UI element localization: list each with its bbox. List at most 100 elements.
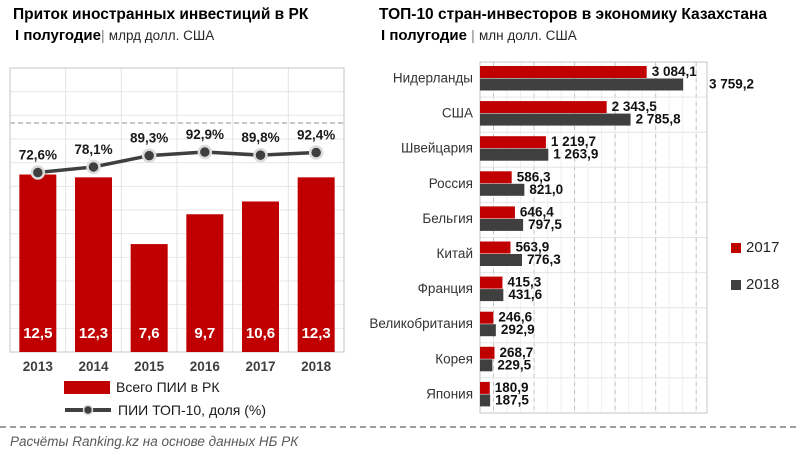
x-axis-tick-label: 2016: [190, 359, 221, 374]
country-label: Китай: [437, 246, 474, 261]
right-chart-title: ТОП-10 стран-инвесторов в экономику Каза…: [379, 6, 768, 23]
line-marker: [253, 147, 268, 163]
bar-value-label: 7,6: [139, 325, 160, 342]
right-subtitle-separator: |: [471, 27, 475, 43]
legend-label: Всего ПИИ в РК: [116, 379, 220, 395]
left-plot-grid: [9, 67, 345, 353]
bar-value-label: 229,5: [497, 357, 531, 372]
bar-2017-Россия: [480, 171, 512, 184]
bar-value-label: 12,5: [23, 325, 52, 342]
red-square-swatch-icon: [731, 242, 741, 253]
x-axis-tick-label: 2014: [78, 359, 109, 374]
line-marker: [308, 145, 324, 160]
bar-value-label: 1 263,9: [553, 147, 598, 162]
bar-value-label: 292,9: [501, 322, 535, 337]
bar-value-label: 12,3: [79, 325, 108, 342]
country-label: Япония: [426, 386, 473, 401]
line-point-label: 89,8%: [241, 130, 279, 145]
bar-2013: [19, 174, 57, 352]
left-plot-border: [9, 67, 345, 353]
bar-2018: [297, 177, 335, 352]
line-point-label: 92,9%: [186, 127, 224, 142]
line-marker: [86, 159, 101, 175]
bar-value-label: 3 084,1: [652, 64, 698, 79]
bar-2017-Швейцария: [480, 136, 546, 149]
right-value-labels: 3 084,1 3 759,2 2 343,52 785,8 1 219,71 263…: [495, 64, 754, 407]
left-subtitle-separator: |: [100, 27, 105, 43]
bar-2015: [130, 244, 168, 352]
right-category-labels: Нидерланды США Швейцария Россия Бельгия Китай…: [369, 71, 473, 402]
left-bars: [19, 174, 335, 352]
country-label: Нидерланды: [393, 71, 473, 86]
bar-2018-Бельгия: [480, 218, 524, 231]
right-bars: [480, 66, 684, 407]
x-axis-tick-label: 2015: [134, 359, 165, 374]
legend-item-2017: 2017: [731, 239, 779, 256]
bar-2018-Великобритания: [480, 324, 496, 337]
legend-label: ПИИ ТОП-10, доля (%): [118, 402, 267, 418]
bar-value-label: 431,6: [508, 287, 542, 302]
bar-value-label: 187,5: [495, 392, 529, 407]
left-chart-title: Приток иностранных инвестиций в РК: [13, 6, 309, 23]
bar-2014: [75, 177, 112, 352]
bar-value-label: 415,3: [507, 275, 541, 290]
left-line-series: 72,6% 78,1% 89,3% 92,9% 89,8% 92,4%: [19, 127, 335, 180]
legend-item-total-fdi: Всего ПИИ в РК: [64, 379, 266, 395]
bar-value-label: 9,7: [194, 325, 215, 342]
bar-value-label: 586,3: [517, 169, 551, 184]
bar-2018-Китай: [480, 254, 522, 266]
line-point-label: 92,4%: [297, 127, 335, 142]
source-note: Расчёты Ranking.kz на основе данных НБ Р…: [0, 426, 796, 449]
bar-2018-Франция: [480, 289, 504, 302]
bar-2017-Нидерланды: [480, 66, 647, 78]
bar-value-label: 12,3: [302, 325, 331, 342]
left-chart-subtitle: I полугодие| млрд долл. США: [15, 27, 214, 44]
dark-square-swatch-icon: [731, 279, 741, 290]
bar-value-label: 246,6: [498, 310, 532, 325]
bar-2017: [242, 201, 279, 352]
bar-value-label: 268,7: [500, 345, 534, 360]
bar-2018-Россия: [480, 183, 525, 196]
legend-item-2018: 2018: [731, 276, 779, 293]
bar-value-label: 563,9: [515, 240, 549, 255]
country-label: Россия: [429, 176, 473, 191]
line-marker: [30, 165, 46, 180]
bar-2018-США: [480, 113, 631, 126]
left-bar-value-labels: 12,5 12,3 7,6 9,7 10,6 12,3: [23, 325, 331, 342]
bar-2017-Бельгия: [480, 206, 515, 219]
bar-2017-Великобритания: [480, 311, 494, 324]
bar-2018-Япония: [480, 394, 491, 407]
right-chart-subtitle: I полугодие | млн долл. США: [381, 27, 577, 44]
bar-2017-Япония: [480, 381, 490, 394]
bar-value-label: 180,9: [495, 380, 529, 395]
left-subtitle-period: I полугодие: [15, 27, 101, 44]
right-plot-border: [479, 61, 708, 414]
bar-value-label: 776,3: [527, 252, 561, 267]
country-label: Швейцария: [401, 141, 473, 156]
legend-label: 2018: [746, 276, 780, 293]
left-category-axis: 2013 2014 2015 2016 2017 2018: [23, 359, 332, 374]
line-marker: [197, 144, 213, 160]
country-label: США: [442, 106, 473, 121]
bar-2016: [186, 214, 224, 352]
x-axis-tick-label: 2017: [245, 359, 275, 374]
line-marker-swatch-icon: [65, 404, 111, 416]
bar-value-label: 2 785,8: [636, 112, 682, 127]
bar-value-label: 3 759,2: [709, 77, 754, 92]
bar-2018-Швейцария: [480, 148, 549, 161]
line-point-label: 78,1%: [74, 142, 112, 157]
bar-value-label: 821,0: [529, 182, 563, 197]
bar-value-label: 10,6: [246, 325, 275, 342]
right-subtitle-units: млн долл. США: [478, 28, 577, 43]
country-label: Франция: [418, 281, 473, 296]
line-marker: [141, 148, 157, 163]
legend-item-top10-share: ПИИ ТОП-10, доля (%): [64, 402, 266, 418]
bar-value-label: 2 343,5: [612, 99, 658, 114]
x-axis-tick-label: 2013: [23, 359, 54, 374]
country-label: Корея: [435, 351, 473, 366]
left-subtitle-units: млрд долл. США: [108, 28, 215, 43]
red-bar-swatch-icon: [64, 380, 110, 394]
country-label: Великобритания: [369, 316, 473, 331]
